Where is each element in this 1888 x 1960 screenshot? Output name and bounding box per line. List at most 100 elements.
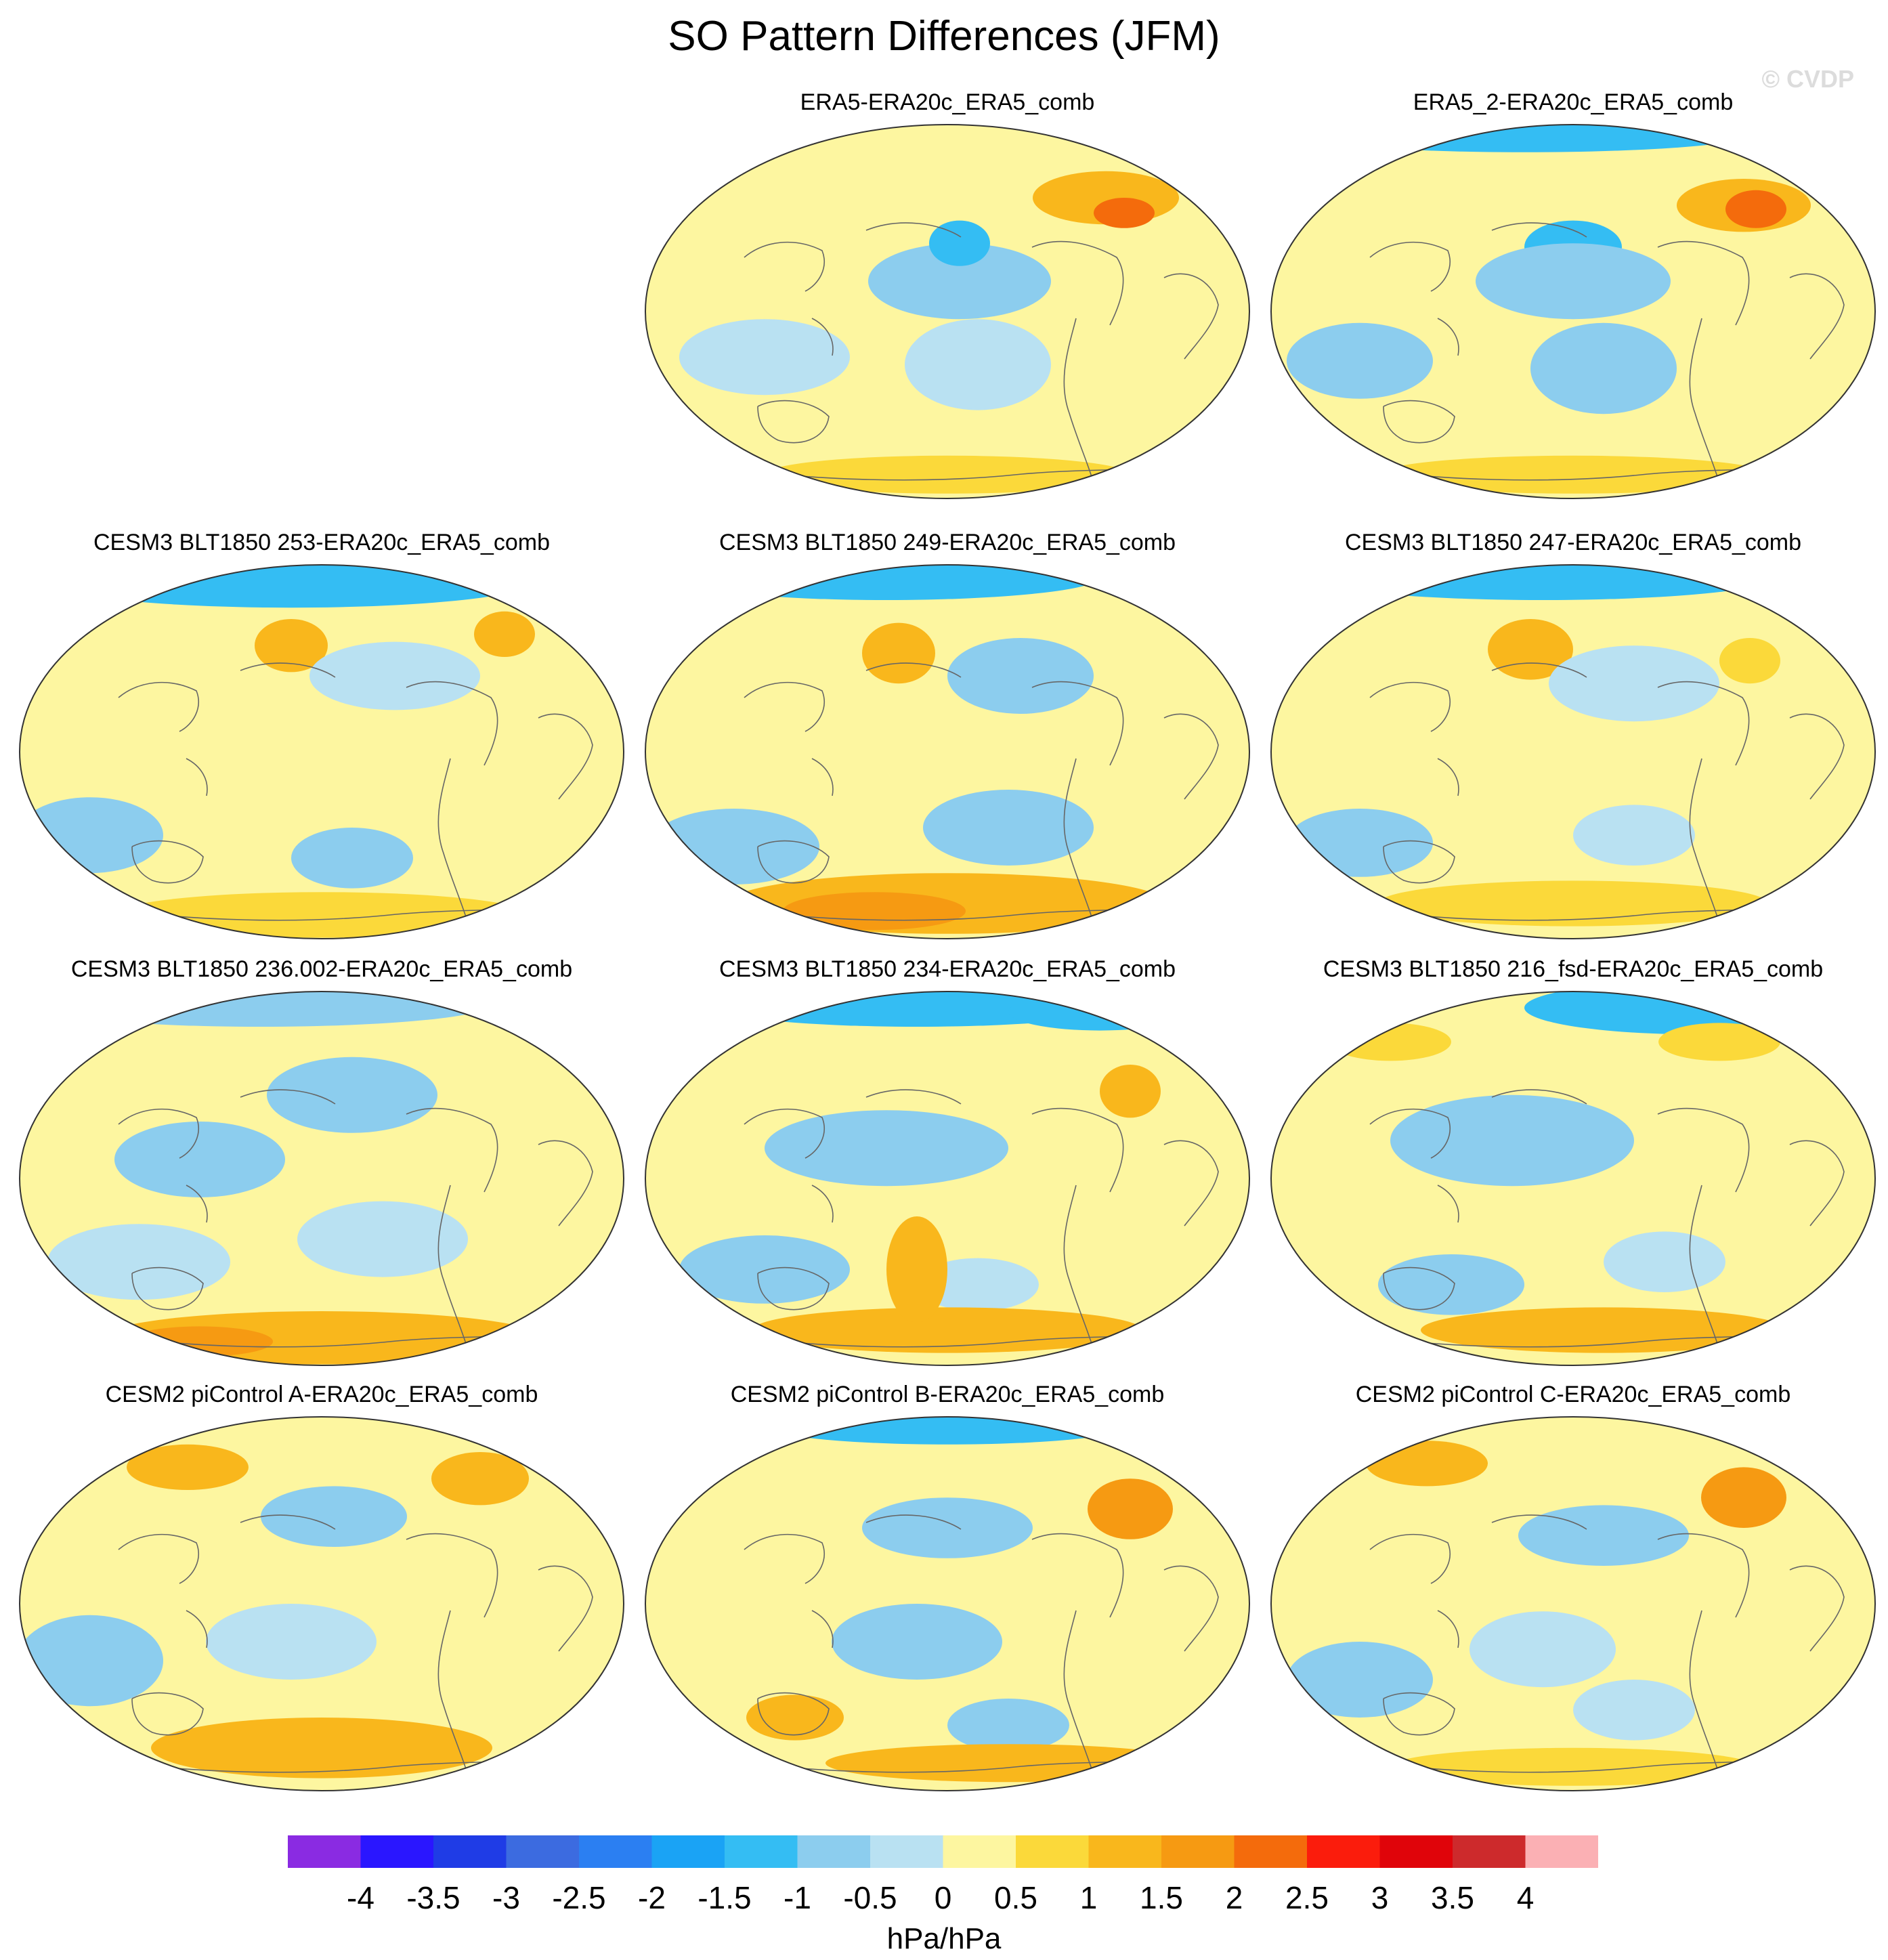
- contour-region: [679, 1235, 850, 1304]
- colorbar-tick-label: -3: [492, 1880, 520, 1915]
- contour-region: [1094, 198, 1155, 228]
- coastline: [538, 1140, 593, 1227]
- contour-region: [255, 619, 328, 673]
- coastline: [1437, 318, 1459, 356]
- colorbar-swatch: [1161, 1835, 1235, 1868]
- contour-region: [1366, 1441, 1488, 1487]
- coastline: [1063, 758, 1096, 929]
- coastline: [1369, 1108, 1451, 1159]
- contour-region: [783, 892, 966, 931]
- colorbar-swatch: [1088, 1835, 1161, 1868]
- robinson-map: [645, 1416, 1250, 1791]
- coastline: [1491, 1089, 1587, 1105]
- contour-region: [297, 1201, 468, 1277]
- map-panel: CESM2 piControl B-ERA20c_ERA5_comb: [639, 1382, 1256, 1795]
- coastline: [1063, 1185, 1096, 1355]
- coastline: [240, 1514, 336, 1530]
- coastline: [406, 681, 498, 766]
- colorbar-tick-label: 1: [1080, 1880, 1098, 1915]
- coastline: [1491, 662, 1587, 678]
- contour-region: [1287, 322, 1433, 399]
- coastline: [1657, 240, 1750, 326]
- colorbar-swatch: [797, 1835, 870, 1868]
- map-outline: [19, 991, 624, 1366]
- colorbar-tick-label: 2: [1226, 1880, 1243, 1915]
- colorbar-tick-label: 2.5: [1285, 1880, 1329, 1915]
- contour-region: [947, 638, 1094, 714]
- coastline: [1689, 758, 1721, 929]
- contour-region: [309, 641, 480, 710]
- contour-region: [1549, 645, 1719, 722]
- coastline: [437, 758, 470, 929]
- coastline: [186, 1610, 208, 1648]
- contour-region: [1476, 243, 1671, 320]
- contour-region: [261, 1486, 407, 1547]
- coastline: [811, 758, 834, 796]
- contour-region: [1530, 322, 1677, 414]
- colorbar-swatch: [579, 1835, 652, 1868]
- panel-title: CESM3 BLT1850 236.002-ERA20c_ERA5_comb: [70, 956, 573, 982]
- colorbar: -4 -3.5 -3 -2.5 -2 -1.5 -1 -0.5 0 0.5 1 1.5 2 2.5 3 3.5…: [288, 1835, 1598, 1915]
- contour-region: [1088, 1478, 1173, 1539]
- coastline: [1383, 1266, 1455, 1311]
- figure-title: SO Pattern Differences (JFM): [668, 13, 1220, 60]
- coastline: [757, 400, 830, 444]
- coastline: [1657, 1107, 1750, 1193]
- contour-region: [1725, 190, 1786, 228]
- coastline: [1789, 273, 1845, 360]
- coastline: [1369, 681, 1451, 732]
- coastline: [811, 1610, 834, 1648]
- contour-region: [20, 797, 163, 874]
- contour-region: [649, 809, 819, 885]
- contour-region: [114, 892, 529, 938]
- coastline: [1369, 1533, 1451, 1584]
- colorbar-tick-label: 0.5: [994, 1880, 1037, 1915]
- panel-title: ERA5_2-ERA20c_ERA5_comb: [1413, 89, 1734, 115]
- panel-title: CESM2 piControl A-ERA20c_ERA5_comb: [105, 1382, 538, 1407]
- coastline: [865, 1514, 962, 1530]
- map-panel: CESM3 BLT1850 236.002-ERA20c_ERA5_comb: [14, 956, 630, 1369]
- contour-region: [1378, 455, 1768, 494]
- contour-region: [746, 1695, 844, 1741]
- cvdp-watermark: © CVDP: [1761, 65, 1854, 93]
- panel-title: CESM2 piControl C-ERA20c_ERA5_comb: [1355, 1382, 1791, 1407]
- map-outline: [1270, 124, 1876, 499]
- contour-region: [765, 1417, 1130, 1445]
- coastline: [1689, 318, 1721, 488]
- contour-region: [1573, 805, 1695, 866]
- map-panel: ERA5-ERA20c_ERA5_comb: [639, 89, 1256, 503]
- contour-region: [267, 1057, 437, 1133]
- coastline: [1437, 758, 1459, 796]
- robinson-map: [19, 1416, 624, 1791]
- contour-region: [1701, 1467, 1786, 1528]
- coastline: [1063, 318, 1096, 488]
- map-outline: [645, 564, 1250, 939]
- coastline: [1789, 713, 1845, 800]
- coastline: [1163, 1140, 1219, 1227]
- colorbar-swatch: [943, 1835, 1016, 1868]
- map-outline: [1270, 991, 1876, 1366]
- map-outline: [19, 564, 624, 939]
- colorbar-tick-label: -3.5: [406, 1880, 460, 1915]
- coastline: [118, 1533, 199, 1584]
- contour-region: [862, 622, 935, 684]
- contour-region: [20, 1615, 163, 1707]
- map-panel: CESM2 piControl A-ERA20c_ERA5_comb: [14, 1382, 630, 1795]
- contour-region: [1390, 1747, 1756, 1786]
- map-panel: CESM3 BLT1850 234-ERA20c_ERA5_comb: [639, 956, 1256, 1369]
- field-background: [645, 1417, 1249, 1791]
- colorbar-tick-label: -4: [347, 1880, 374, 1915]
- coastline: [1491, 222, 1587, 238]
- coastline: [131, 1266, 204, 1311]
- coastline: [744, 241, 825, 292]
- coastline: [1031, 1107, 1124, 1193]
- coastline: [1031, 1533, 1124, 1618]
- colorbar-swatch: [360, 1835, 433, 1868]
- coastline: [186, 1185, 208, 1223]
- robinson-map: [19, 564, 624, 939]
- contour-region: [1008, 992, 1191, 1031]
- robinson-map: [1270, 1416, 1876, 1791]
- contour-region: [1378, 1254, 1524, 1315]
- colorbar-tick-label: -2.5: [552, 1880, 605, 1915]
- contour-region: [1421, 1307, 1786, 1353]
